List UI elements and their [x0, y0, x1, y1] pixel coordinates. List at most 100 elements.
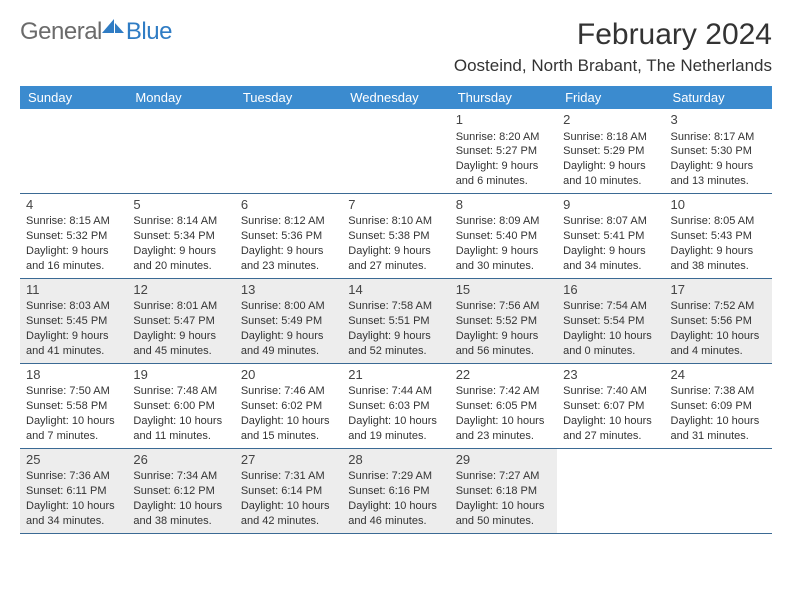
sunrise-text: Sunrise: 8:05 AM — [671, 214, 768, 229]
calendar-cell: 18Sunrise: 7:50 AMSunset: 5:58 PMDayligh… — [20, 364, 127, 448]
daylight-text: Daylight: 9 hours — [671, 244, 768, 259]
calendar-cell-empty — [235, 109, 342, 193]
sunrise-text: Sunrise: 8:20 AM — [456, 130, 553, 145]
calendar-cell: 1Sunrise: 8:20 AMSunset: 5:27 PMDaylight… — [450, 109, 557, 193]
sunset-text: Sunset: 5:54 PM — [563, 314, 660, 329]
calendar-cell: 10Sunrise: 8:05 AMSunset: 5:43 PMDayligh… — [665, 194, 772, 278]
daylight-text: and 30 minutes. — [456, 259, 553, 274]
daylight-text: and 41 minutes. — [26, 344, 123, 359]
sunrise-text: Sunrise: 8:18 AM — [563, 130, 660, 145]
calendar: SundayMondayTuesdayWednesdayThursdayFrid… — [20, 86, 772, 534]
sunrise-text: Sunrise: 7:52 AM — [671, 299, 768, 314]
day-number: 27 — [241, 451, 338, 469]
sunset-text: Sunset: 6:05 PM — [456, 399, 553, 414]
daylight-text: Daylight: 9 hours — [671, 159, 768, 174]
sunrise-text: Sunrise: 7:29 AM — [348, 469, 445, 484]
day-of-week-label: Thursday — [450, 86, 557, 109]
daylight-text: and 7 minutes. — [26, 429, 123, 444]
sunrise-text: Sunrise: 7:40 AM — [563, 384, 660, 399]
sunrise-text: Sunrise: 8:12 AM — [241, 214, 338, 229]
daylight-text: Daylight: 9 hours — [133, 329, 230, 344]
sunset-text: Sunset: 6:00 PM — [133, 399, 230, 414]
sunset-text: Sunset: 5:49 PM — [241, 314, 338, 329]
day-number: 22 — [456, 366, 553, 384]
daylight-text: and 15 minutes. — [241, 429, 338, 444]
sunset-text: Sunset: 5:34 PM — [133, 229, 230, 244]
sunrise-text: Sunrise: 8:03 AM — [26, 299, 123, 314]
sunrise-text: Sunrise: 7:54 AM — [563, 299, 660, 314]
location-label: Oosteind, North Brabant, The Netherlands — [454, 56, 772, 76]
calendar-cell: 4Sunrise: 8:15 AMSunset: 5:32 PMDaylight… — [20, 194, 127, 278]
daylight-text: and 49 minutes. — [241, 344, 338, 359]
day-of-week-label: Monday — [127, 86, 234, 109]
sunrise-text: Sunrise: 8:15 AM — [26, 214, 123, 229]
daylight-text: and 38 minutes. — [133, 514, 230, 529]
sunset-text: Sunset: 6:07 PM — [563, 399, 660, 414]
day-number: 9 — [563, 196, 660, 214]
daylight-text: and 31 minutes. — [671, 429, 768, 444]
calendar-cell: 27Sunrise: 7:31 AMSunset: 6:14 PMDayligh… — [235, 449, 342, 533]
daylight-text: and 23 minutes. — [456, 429, 553, 444]
sunset-text: Sunset: 5:30 PM — [671, 144, 768, 159]
sunset-text: Sunset: 6:14 PM — [241, 484, 338, 499]
daylight-text: and 13 minutes. — [671, 174, 768, 189]
daylight-text: and 34 minutes. — [563, 259, 660, 274]
day-number: 18 — [26, 366, 123, 384]
calendar-cell: 26Sunrise: 7:34 AMSunset: 6:12 PMDayligh… — [127, 449, 234, 533]
calendar-cell: 20Sunrise: 7:46 AMSunset: 6:02 PMDayligh… — [235, 364, 342, 448]
calendar-cell: 11Sunrise: 8:03 AMSunset: 5:45 PMDayligh… — [20, 279, 127, 363]
sunrise-text: Sunrise: 7:38 AM — [671, 384, 768, 399]
sunset-text: Sunset: 5:43 PM — [671, 229, 768, 244]
sunset-text: Sunset: 5:45 PM — [26, 314, 123, 329]
daylight-text: and 27 minutes. — [563, 429, 660, 444]
daylight-text: and 6 minutes. — [456, 174, 553, 189]
daylight-text: Daylight: 10 hours — [671, 414, 768, 429]
calendar-cell: 28Sunrise: 7:29 AMSunset: 6:16 PMDayligh… — [342, 449, 449, 533]
daylight-text: Daylight: 9 hours — [456, 159, 553, 174]
calendar-cell: 12Sunrise: 8:01 AMSunset: 5:47 PMDayligh… — [127, 279, 234, 363]
daylight-text: and 42 minutes. — [241, 514, 338, 529]
day-number: 11 — [26, 281, 123, 299]
page-title: February 2024 — [454, 18, 772, 52]
day-of-week-label: Sunday — [20, 86, 127, 109]
sunrise-text: Sunrise: 8:09 AM — [456, 214, 553, 229]
daylight-text: Daylight: 10 hours — [133, 414, 230, 429]
day-number: 7 — [348, 196, 445, 214]
calendar-cell: 5Sunrise: 8:14 AMSunset: 5:34 PMDaylight… — [127, 194, 234, 278]
sunrise-text: Sunrise: 7:46 AM — [241, 384, 338, 399]
sunset-text: Sunset: 5:27 PM — [456, 144, 553, 159]
daylight-text: Daylight: 9 hours — [26, 244, 123, 259]
sunrise-text: Sunrise: 7:34 AM — [133, 469, 230, 484]
daylight-text: Daylight: 9 hours — [563, 244, 660, 259]
calendar-cell-empty — [557, 449, 664, 533]
day-number: 13 — [241, 281, 338, 299]
daylight-text: and 23 minutes. — [241, 259, 338, 274]
daylight-text: Daylight: 9 hours — [241, 244, 338, 259]
day-of-week-label: Tuesday — [235, 86, 342, 109]
day-number: 26 — [133, 451, 230, 469]
sail-icon — [102, 19, 124, 35]
calendar-week: 18Sunrise: 7:50 AMSunset: 5:58 PMDayligh… — [20, 364, 772, 449]
daylight-text: Daylight: 10 hours — [26, 414, 123, 429]
day-number: 25 — [26, 451, 123, 469]
calendar-week: 1Sunrise: 8:20 AMSunset: 5:27 PMDaylight… — [20, 109, 772, 194]
daylight-text: Daylight: 10 hours — [241, 499, 338, 514]
daylight-text: and 11 minutes. — [133, 429, 230, 444]
daylight-text: and 45 minutes. — [133, 344, 230, 359]
calendar-cell: 14Sunrise: 7:58 AMSunset: 5:51 PMDayligh… — [342, 279, 449, 363]
logo-text-2: Blue — [126, 18, 172, 46]
sunset-text: Sunset: 6:18 PM — [456, 484, 553, 499]
daylight-text: Daylight: 10 hours — [26, 499, 123, 514]
sunrise-text: Sunrise: 8:00 AM — [241, 299, 338, 314]
title-block: February 2024 Oosteind, North Brabant, T… — [454, 18, 772, 76]
calendar-cell: 13Sunrise: 8:00 AMSunset: 5:49 PMDayligh… — [235, 279, 342, 363]
calendar-cell: 17Sunrise: 7:52 AMSunset: 5:56 PMDayligh… — [665, 279, 772, 363]
logo-text-1: General — [20, 18, 102, 46]
daylight-text: and 4 minutes. — [671, 344, 768, 359]
day-number: 21 — [348, 366, 445, 384]
logo: General Blue — [20, 18, 172, 46]
daylight-text: Daylight: 10 hours — [133, 499, 230, 514]
daylight-text: Daylight: 10 hours — [563, 329, 660, 344]
sunrise-text: Sunrise: 7:36 AM — [26, 469, 123, 484]
daylight-text: Daylight: 10 hours — [456, 499, 553, 514]
